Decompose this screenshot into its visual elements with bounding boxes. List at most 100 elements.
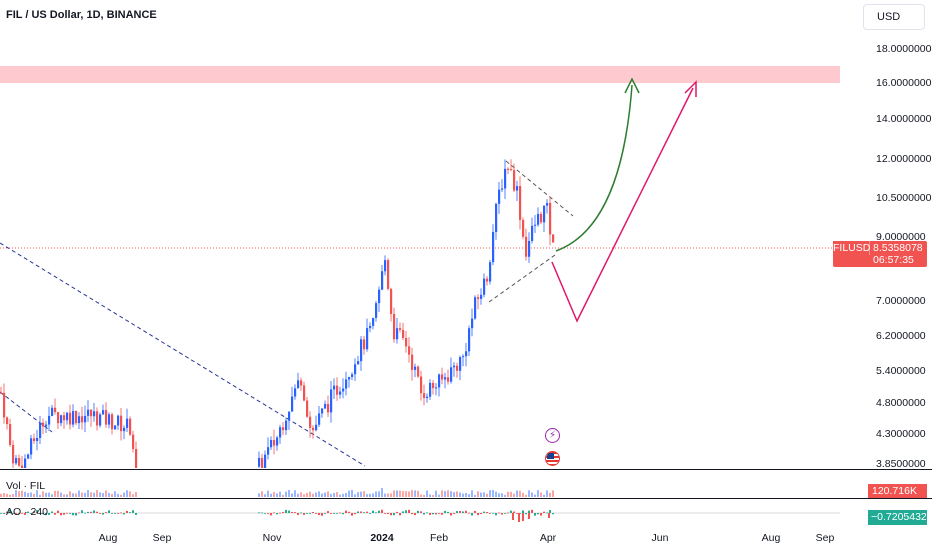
- volume-bar: [408, 491, 410, 497]
- ao-bar: [54, 513, 56, 515]
- volume-bar: [126, 490, 128, 497]
- currency-button[interactable]: USD: [863, 4, 925, 30]
- ao-bar: [6, 511, 8, 513]
- ao-bar: [297, 513, 299, 515]
- volume-bar: [24, 491, 26, 497]
- volume-bar: [345, 493, 347, 497]
- ao-bar: [27, 511, 29, 513]
- volume-bar: [60, 492, 62, 497]
- price-axis-tick: 12.0000000: [876, 153, 932, 165]
- candle-body: [513, 170, 516, 191]
- volume-bar: [99, 492, 101, 497]
- volume-bar: [525, 494, 527, 497]
- volume-bar: [519, 490, 521, 497]
- flag-canton: [547, 453, 554, 459]
- ao-bar: [393, 513, 395, 516]
- candle-body: [303, 385, 306, 401]
- volume-bar: [288, 490, 290, 497]
- candle-body: [351, 374, 354, 377]
- ao-pane-label[interactable]: AO · 240: [6, 506, 49, 518]
- ao-bar: [0, 513, 2, 514]
- price-axis-tick: 3.8500000: [876, 458, 926, 470]
- ao-bar: [360, 511, 362, 513]
- ao-bar: [548, 513, 550, 518]
- time-axis[interactable]: Aug Sep Nov 2024 Feb Apr Jun Aug Sep: [99, 532, 835, 544]
- ao-bar: [78, 512, 80, 514]
- ao-bar: [426, 512, 428, 514]
- candle-body: [276, 437, 279, 446]
- ao-bar: [420, 511, 422, 513]
- volume-bar: [537, 490, 539, 497]
- us-flag-event-icon[interactable]: [545, 451, 560, 466]
- candle-body: [285, 420, 288, 431]
- volume-bar: [12, 494, 14, 497]
- volume-bar: [84, 492, 86, 497]
- candle-body: [108, 414, 111, 425]
- ao-bar: [81, 510, 83, 513]
- price-axis-tick: 7.0000000: [876, 295, 926, 307]
- price-axis[interactable]: 18.0000000 16.0000000 14.0000000 12.0000000…: [876, 43, 932, 470]
- ao-bar: [390, 513, 392, 516]
- volume-bar: [489, 490, 491, 497]
- candle-body: [459, 357, 462, 371]
- bullish-projection-arrow: [555, 84, 633, 252]
- time-axis-tick: Sep: [816, 532, 835, 544]
- volume-bar: [375, 491, 377, 497]
- volume-bar: [477, 491, 479, 497]
- volume-bar: [453, 492, 455, 497]
- volume-bar: [36, 490, 38, 497]
- volume-bar: [306, 492, 308, 497]
- volume-bar: [369, 493, 371, 497]
- volume-bar: [501, 493, 503, 497]
- volume-bar: [27, 492, 29, 497]
- volume-bar: [444, 491, 446, 497]
- ao-bar: [105, 512, 107, 513]
- volume-bar: [492, 490, 494, 497]
- candle-body: [336, 385, 339, 395]
- ao-bar: [387, 513, 389, 515]
- candle-body: [24, 458, 27, 468]
- ao-bar: [282, 511, 284, 513]
- candle-body: [390, 288, 393, 314]
- candle-body: [309, 416, 312, 428]
- candle-body: [39, 422, 42, 438]
- candle-body: [45, 424, 48, 427]
- volume-bar: [39, 494, 41, 497]
- ao-bar: [51, 511, 53, 513]
- ao-bar: [534, 513, 536, 516]
- ao-bar: [135, 513, 137, 515]
- candle-body: [411, 354, 414, 370]
- candle-body: [489, 262, 492, 282]
- candle-body: [372, 317, 375, 326]
- volume-bar: [327, 491, 329, 497]
- ao-bar: [432, 513, 434, 515]
- volume-bar: [504, 494, 506, 497]
- ao-bar: [495, 513, 497, 516]
- ao-bar: [513, 511, 515, 513]
- ao-bar: [324, 513, 326, 514]
- volume-bar: [543, 494, 545, 497]
- ao-bar: [486, 511, 488, 513]
- candle-body: [93, 411, 96, 417]
- ao-bar: [33, 511, 35, 513]
- candle-body: [399, 328, 402, 330]
- price-axis-tick: 16.0000000: [876, 77, 932, 89]
- candle-body: [393, 313, 396, 340]
- candle-body: [414, 366, 417, 370]
- volume-bar: [108, 492, 110, 497]
- volume-bar: [282, 494, 284, 497]
- ao-bar: [48, 513, 50, 515]
- ao-bar: [306, 513, 308, 514]
- ao-bar: [264, 513, 266, 514]
- lightning-event-icon[interactable]: ⚡: [545, 428, 560, 443]
- candle-body: [312, 427, 315, 431]
- volume-pane-label[interactable]: Vol · FIL: [6, 480, 46, 492]
- candle-body: [300, 380, 303, 386]
- candle-body: [402, 329, 405, 338]
- volume-bar: [366, 494, 368, 497]
- volume-bar: [261, 491, 263, 497]
- price-axis-tick: 9.0000000: [876, 231, 926, 243]
- ao-bar: [549, 509, 551, 513]
- ao-bar: [516, 513, 518, 514]
